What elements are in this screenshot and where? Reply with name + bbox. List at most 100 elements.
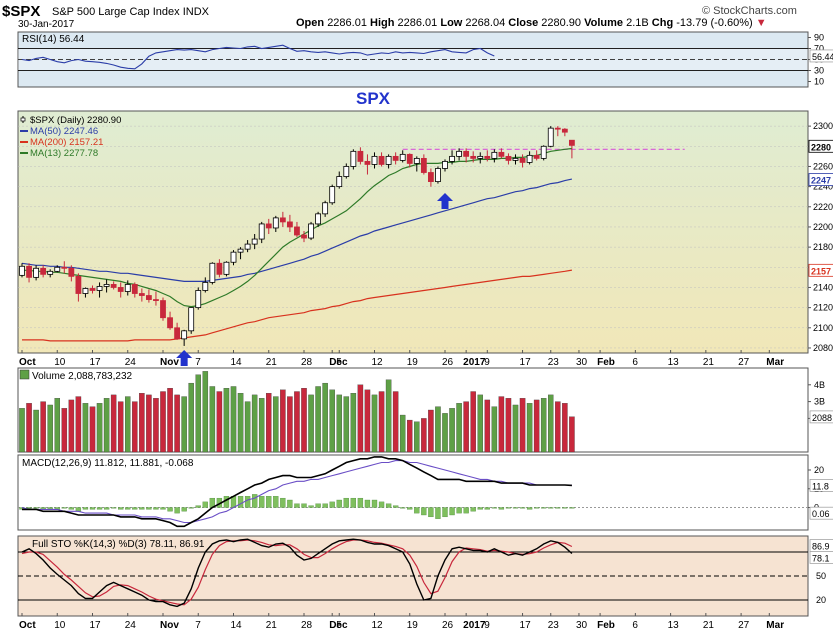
macd-hist-bar (89, 507, 96, 510)
volume-bar (463, 401, 469, 453)
candle-body (202, 282, 209, 291)
macd-hist-bar (569, 507, 575, 509)
candle-body (272, 217, 279, 229)
volume-bar (470, 391, 476, 453)
volume-current-label: 2088 (812, 413, 832, 423)
candle-body (371, 155, 378, 165)
volume-bar (153, 398, 159, 453)
macd-hist-bar (371, 499, 378, 508)
candle-body (498, 151, 505, 157)
candle-body (89, 288, 96, 291)
macd-hist-bar (442, 507, 448, 518)
macd-hist-bar (26, 507, 32, 509)
candle-body (554, 127, 561, 130)
price-y-tick-2: 2260 (813, 161, 833, 171)
volume-bar (357, 384, 364, 453)
macd-hist-bar (287, 499, 293, 508)
rsi-y-tick-1: 70 (814, 44, 824, 54)
candle-body (258, 223, 265, 240)
candle-body (449, 155, 455, 162)
candle-body (68, 267, 75, 277)
volume-bar (251, 394, 258, 453)
sto-y-tick-2: 20 (816, 595, 826, 605)
macd-hist-bar (526, 507, 533, 510)
macd-hist-bar (301, 503, 307, 508)
volume-bar (167, 388, 173, 453)
volume-bar (160, 391, 166, 453)
price-x-label-1: 10 (54, 357, 66, 368)
price-y-tick-6: 2180 (813, 242, 833, 252)
candle-body (512, 157, 519, 161)
candle-body (470, 155, 477, 159)
macd-hist-bar (181, 507, 187, 512)
candle-body (75, 275, 82, 294)
volume-y-tick-0: 4B (814, 380, 825, 390)
volume-bar (505, 398, 512, 453)
macd-hist-bar (378, 501, 385, 508)
volume-bar (406, 419, 413, 453)
price-x-label-18: 30 (576, 357, 588, 368)
macd-right-label-0: 11.8 (812, 481, 829, 491)
volume-bar (146, 394, 152, 453)
price-right-label-0: 2280 (811, 142, 831, 152)
candle-body (413, 157, 420, 164)
volume-bar (188, 382, 194, 453)
candle-body (279, 217, 286, 223)
volume-bar (68, 399, 75, 453)
volume-bar (301, 388, 307, 453)
macd-hist-bar (562, 507, 568, 509)
candle-body (181, 330, 188, 340)
sto-x-label-11: 12 (372, 620, 384, 631)
sto-right-label-1-box (809, 551, 833, 564)
sto-x-label-5: 7 (195, 620, 201, 631)
macd-hist-bar (463, 507, 469, 514)
price-x-label-22: 21 (703, 357, 715, 368)
macd-hist-bar (237, 496, 244, 508)
price-x-label-13: 26 (442, 357, 454, 368)
volume-bar (484, 399, 491, 453)
volume-bar (61, 408, 68, 453)
candle-body (138, 293, 145, 296)
price-x-label-3: 24 (125, 357, 137, 368)
volume-bar (40, 401, 46, 453)
macd-hist-bar (428, 507, 434, 518)
sto-x-label-18: 30 (576, 620, 588, 631)
price-y-tick-5: 2200 (813, 222, 833, 232)
price-right-box-1 (808, 173, 833, 186)
macd-hist-bar (273, 496, 279, 508)
candle-body (561, 128, 568, 133)
macd-hist-bar (188, 507, 194, 509)
volume-bar (435, 406, 441, 453)
macd-hist-bar (414, 507, 420, 514)
sto-x-label-19: Feb (597, 620, 615, 631)
candle-body (294, 226, 300, 236)
macd-hist-bar (456, 507, 462, 514)
macd-panel (17, 454, 809, 531)
ticker-symbol: $SPX (2, 3, 41, 20)
price-legend-2: MA(200) 2157.21 (30, 137, 103, 148)
candle-body (19, 265, 25, 276)
sto-x-label-1: 10 (54, 620, 66, 631)
price-y-tick-0: 2300 (813, 121, 833, 131)
macd-hist-bar (68, 507, 74, 510)
rsi-band (18, 48, 808, 71)
macd-hist-bar (385, 503, 392, 508)
candle-body (223, 261, 230, 275)
candle-body (33, 267, 39, 278)
candle-body (477, 155, 484, 159)
macd-hist-bar (435, 507, 441, 519)
low-marker-arrow (437, 193, 453, 209)
volume-y-tick-1: 3B (814, 397, 825, 407)
candle-body (40, 267, 47, 275)
volume-bar (555, 401, 561, 453)
sto-x-label-24: Mar (766, 620, 784, 631)
sto-x-label-10: 5 (336, 620, 342, 631)
sto-x-label-7: 21 (266, 620, 278, 631)
macd-right-label-1-box (809, 506, 833, 520)
sto-x-label-6: 14 (231, 620, 243, 631)
sto-x-label-2: 17 (90, 620, 102, 631)
candle-body (364, 161, 371, 165)
sto-title: Full STO %K(14,3) %D(3) 78.11, 86.91 (32, 539, 205, 550)
sto-x-label-8: 28 (301, 620, 313, 631)
